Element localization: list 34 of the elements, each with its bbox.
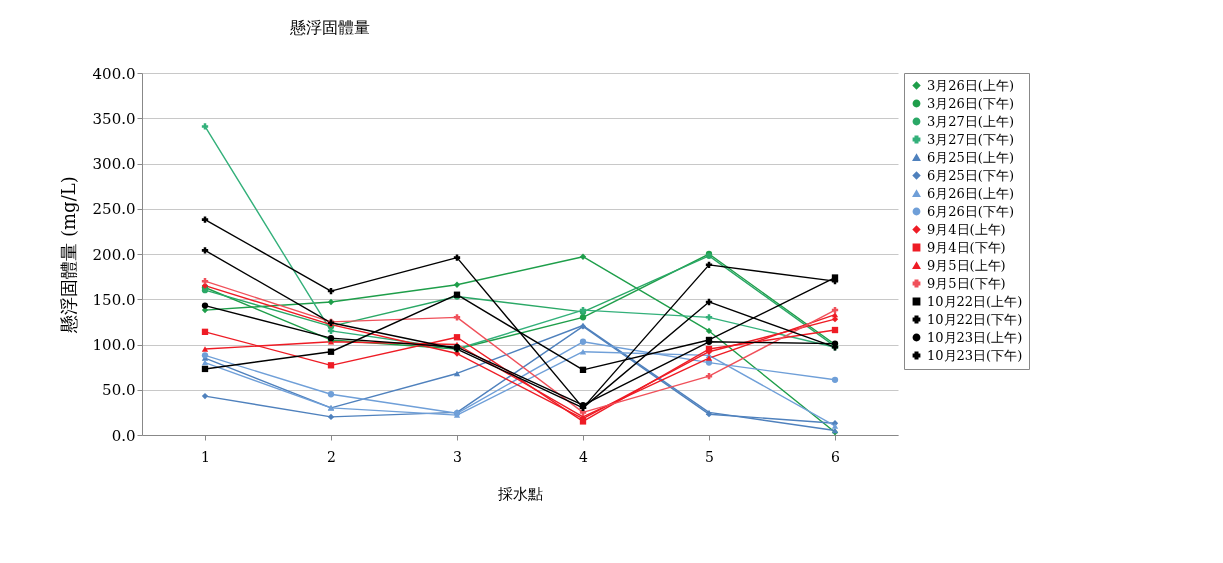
x-tick-label: 5	[705, 448, 714, 465]
legend-label: 3月27日(上午)	[927, 113, 1014, 129]
legend-label: 3月26日(上午)	[927, 77, 1014, 93]
y-tick-label: 250.0	[92, 200, 136, 219]
x-tick-label: 6	[831, 448, 841, 465]
y-tick-label: 200.0	[92, 245, 136, 264]
legend-label: 3月27日(下午)	[927, 131, 1014, 147]
legend-label: 9月5日(下午)	[927, 275, 1006, 291]
legend-label: 10月23日(上午)	[927, 329, 1023, 345]
legend-label: 6月26日(上午)	[927, 185, 1014, 201]
x-tick-label: 1	[201, 448, 210, 465]
y-tick-label: 50.0	[102, 381, 136, 400]
y-tick-label: 0.0	[111, 426, 136, 445]
y-tick-label: 350.0	[92, 109, 136, 128]
chart-title: 懸浮固體量	[289, 18, 370, 37]
legend-label: 9月4日(上午)	[927, 221, 1006, 237]
y-tick-label: 150.0	[92, 290, 136, 309]
legend-label: 10月23日(下午)	[927, 347, 1023, 363]
legend-label: 10月22日(上午)	[927, 293, 1023, 309]
y-tick-label: 300.0	[92, 155, 136, 173]
y-tick-label: 400.0	[92, 64, 136, 83]
x-axis-title: 採水點	[498, 484, 543, 503]
y-axis-title: 懸浮固體量 (mg/L)	[57, 176, 79, 334]
legend-label: 9月5日(上午)	[927, 257, 1006, 273]
legend-label: 9月4日(下午)	[927, 239, 1006, 255]
legend-label: 3月26日(下午)	[927, 95, 1014, 111]
legend-label: 6月25日(上午)	[927, 149, 1014, 165]
x-tick-label: 2	[327, 448, 336, 465]
x-tick-label: 4	[579, 448, 589, 465]
legend-label: 6月26日(下午)	[927, 203, 1014, 219]
legend-label: 6月25日(下午)	[927, 167, 1014, 183]
x-tick-label: 3	[453, 448, 462, 465]
legend-label: 10月22日(下午)	[927, 311, 1023, 327]
y-tick-label: 100.0	[92, 336, 136, 354]
